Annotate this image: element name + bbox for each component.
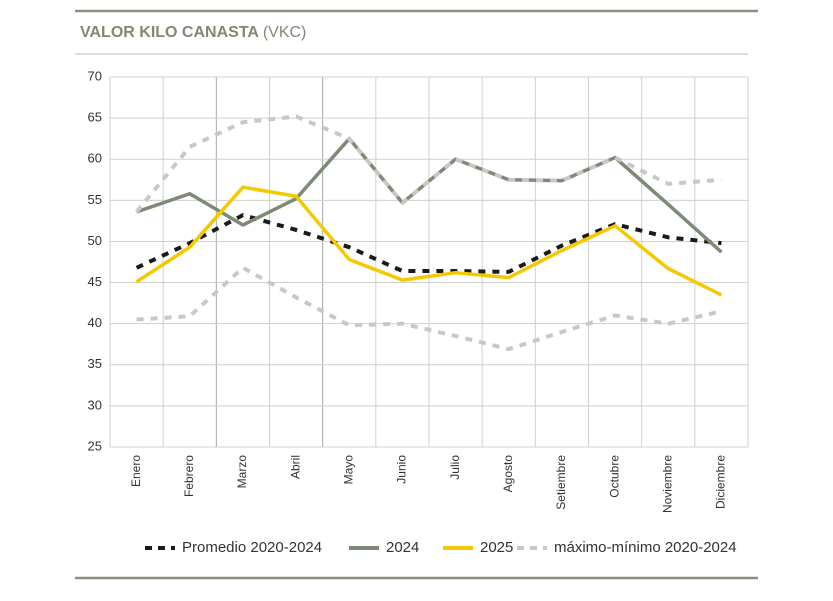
- x-tick-label: Febrero: [182, 455, 196, 497]
- series-line: [135, 114, 722, 214]
- y-tick-label: 60: [88, 151, 102, 166]
- legend-label: 2025: [480, 539, 513, 556]
- y-tick-label: 70: [88, 68, 102, 83]
- y-tick-label: 45: [88, 274, 102, 289]
- subtitle: (VKC): [263, 24, 307, 41]
- x-tick-label: Enero: [129, 455, 143, 487]
- series-line: [136, 265, 722, 352]
- x-tick-label: Octubre: [607, 455, 621, 498]
- x-tick-label: Noviembre: [660, 455, 674, 513]
- y-tick-label: 65: [88, 110, 102, 125]
- legend-label: Promedio 2020-2024: [182, 539, 322, 556]
- title: VALOR KILO CANASTA: [80, 24, 259, 41]
- x-tick-label: Marzo: [235, 455, 249, 489]
- series-line: [135, 185, 723, 297]
- legend-label: máximo-mínimo 2020-2024: [554, 539, 737, 556]
- y-tick-label: 35: [88, 356, 102, 371]
- x-tick-label: Julio: [448, 455, 462, 480]
- series-line: [136, 136, 723, 254]
- y-tick-label: 30: [88, 397, 102, 412]
- x-tick-label: Junio: [395, 455, 409, 484]
- y-tick-label: 25: [88, 438, 102, 453]
- y-tick-label: 50: [88, 233, 102, 248]
- x-tick-label: Agosto: [501, 455, 515, 493]
- legend-label: 2024: [386, 539, 419, 556]
- x-tick-label: Setiembre: [554, 455, 568, 510]
- y-tick-label: 40: [88, 315, 102, 330]
- x-tick-label: Mayo: [341, 455, 355, 485]
- x-tick-label: Diciembre: [714, 455, 728, 509]
- x-tick-label: Abril: [288, 455, 302, 479]
- series-line: [135, 213, 722, 274]
- y-tick-label: 55: [88, 192, 102, 207]
- chart-title: VALOR KILO CANASTA (VKC): [80, 24, 306, 41]
